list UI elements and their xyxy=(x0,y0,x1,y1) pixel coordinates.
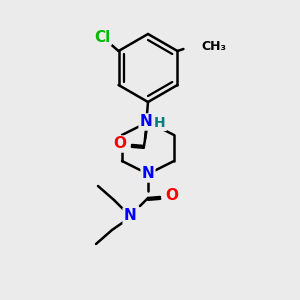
Text: O: O xyxy=(166,188,178,203)
Text: N: N xyxy=(140,115,152,130)
Text: H: H xyxy=(154,116,166,130)
Text: CH₃: CH₃ xyxy=(201,40,226,53)
Text: N: N xyxy=(142,167,154,182)
Text: O: O xyxy=(113,136,127,152)
Text: Cl: Cl xyxy=(94,29,111,44)
Text: N: N xyxy=(124,208,136,224)
